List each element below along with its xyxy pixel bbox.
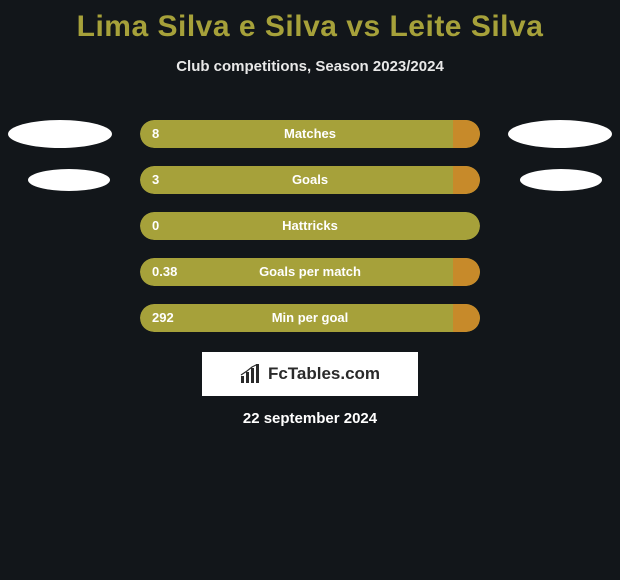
- stat-bar: 8 Matches: [140, 120, 480, 148]
- stat-bar: 0.38 Goals per match: [140, 258, 480, 286]
- placeholder-pill-left: [8, 120, 112, 148]
- stat-bar: 0 Hattricks: [140, 212, 480, 240]
- stat-label: Matches: [140, 126, 480, 141]
- barchart-icon: [240, 364, 262, 384]
- logo-box: FcTables.com: [202, 352, 418, 396]
- stat-label: Goals per match: [140, 264, 480, 279]
- stat-row: 292 Min per goal: [0, 304, 620, 350]
- placeholder-pill-right: [520, 169, 602, 191]
- stats-rows: 8 Matches 3 Goals 0 Hattricks 0.38 Goals…: [0, 120, 620, 350]
- stat-label: Hattricks: [140, 218, 480, 233]
- date-text: 22 september 2024: [0, 410, 620, 427]
- logo-text: FcTables.com: [268, 364, 380, 384]
- page-title: Lima Silva e Silva vs Leite Silva: [0, 0, 620, 44]
- placeholder-pill-right: [508, 120, 612, 148]
- stat-bar: 3 Goals: [140, 166, 480, 194]
- stat-row: 0.38 Goals per match: [0, 258, 620, 304]
- stat-row: 3 Goals: [0, 166, 620, 212]
- page-subtitle: Club competitions, Season 2023/2024: [0, 58, 620, 75]
- stat-label: Goals: [140, 172, 480, 187]
- placeholder-pill-left: [28, 169, 110, 191]
- stat-row: 0 Hattricks: [0, 212, 620, 258]
- stat-row: 8 Matches: [0, 120, 620, 166]
- stat-label: Min per goal: [140, 310, 480, 325]
- stat-bar: 292 Min per goal: [140, 304, 480, 332]
